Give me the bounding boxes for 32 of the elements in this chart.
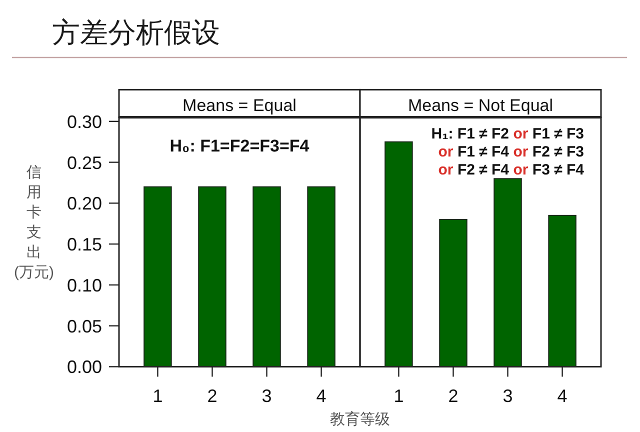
x-axis-title: 教育等级 — [330, 411, 390, 428]
y-tick-label: 0.05 — [66, 316, 102, 336]
x-tick-label: 2 — [207, 386, 218, 406]
x-tick-label: 3 — [502, 386, 513, 406]
annotation: F3 ≠ F4 — [532, 161, 585, 178]
y-tick-label: 0.15 — [66, 234, 102, 255]
text: 方差分析假设 — [52, 17, 220, 48]
chart-title: Means = Equal — [182, 96, 296, 116]
annotation: or — [513, 143, 528, 160]
x-tick-label: 2 — [448, 386, 458, 406]
annotation: or — [513, 161, 528, 178]
annotation: F1 ≠ F3 — [532, 125, 584, 142]
chart-title: Means = Not Equal — [408, 96, 554, 116]
annotation: H₁: F1 ≠ F2 — [431, 125, 510, 142]
y-tick-label: 0.30 — [66, 112, 102, 132]
annotation: F2 ≠ F4 — [457, 161, 510, 178]
x-tick-label: 4 — [557, 386, 568, 406]
annotation: F1 ≠ F4 — [457, 143, 510, 160]
y-tick-label: 0.00 — [66, 357, 102, 378]
x-tick-label: 4 — [316, 386, 326, 406]
y-tick-label: 0.10 — [66, 275, 102, 296]
annotation: or — [513, 125, 528, 142]
annotation: or — [438, 161, 454, 178]
annotation: H₀: F1=F2=F3=F4 — [170, 136, 310, 156]
x-tick-label: 1 — [394, 386, 404, 406]
y-tick-label: 0.20 — [66, 194, 102, 214]
y-axis-title: 信用卡支出(万元) — [14, 164, 54, 282]
annotation: or — [438, 143, 454, 160]
x-tick-label: 3 — [262, 386, 272, 406]
y-tick-label: 0.25 — [66, 152, 102, 173]
annotation: F2 ≠ F3 — [532, 143, 584, 160]
x-tick-label: 1 — [152, 386, 163, 406]
